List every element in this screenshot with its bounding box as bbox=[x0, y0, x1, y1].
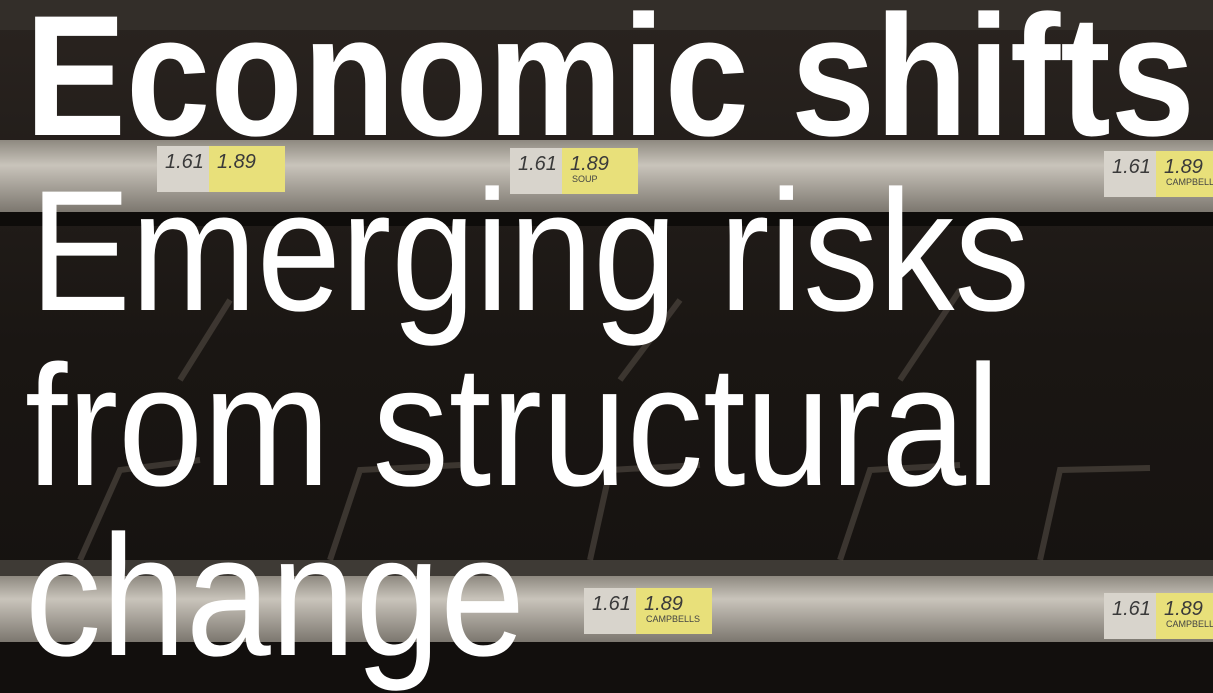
subtitle-line: change bbox=[25, 500, 525, 692]
title: Economic shifts bbox=[25, 0, 1195, 172]
tag-label: CAMPBELLS bbox=[1166, 177, 1213, 187]
page: 1.611.891.611.89SOUP1.611.89CAMPBELLS1.6… bbox=[0, 0, 1213, 693]
tag-price: 1.89 bbox=[644, 593, 683, 615]
hero-banner: 1.611.891.611.89SOUP1.611.89CAMPBELLS1.6… bbox=[0, 0, 1213, 693]
tag-price: 1.61 bbox=[592, 593, 631, 615]
tag-price: 1.61 bbox=[1112, 598, 1151, 620]
subtitle-line: from structural bbox=[25, 330, 1000, 522]
subtitle-line: Emerging risks bbox=[30, 155, 1030, 347]
tag-label: CAMPBELLS bbox=[1166, 619, 1213, 629]
tag-label: CAMPBELLS bbox=[646, 614, 700, 624]
tag-price: 1.89 bbox=[1164, 598, 1203, 620]
